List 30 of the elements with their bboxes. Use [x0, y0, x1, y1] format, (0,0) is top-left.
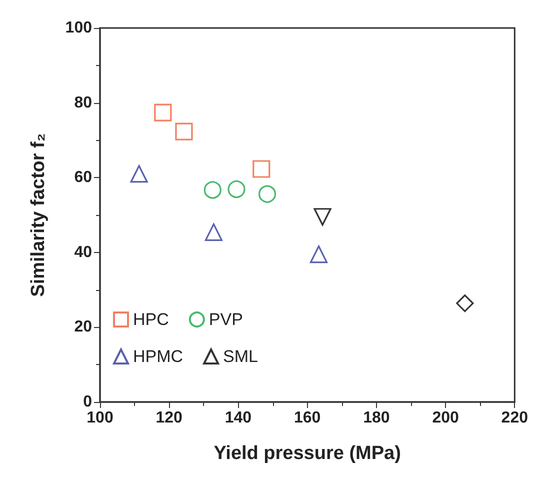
legend-label: HPC: [133, 310, 169, 329]
y-axis-title: Similarity factor f₂: [28, 133, 49, 297]
point: [314, 208, 332, 226]
legend-label: PVP: [208, 310, 243, 329]
x-tick-label: 220: [501, 410, 528, 426]
legend-label: HPMC: [133, 347, 184, 366]
point: [204, 223, 222, 242]
point: [175, 122, 193, 140]
y-tick-label: 20: [74, 318, 92, 336]
point: [310, 245, 328, 264]
y-tick-label: 0: [83, 394, 92, 410]
y-tick-label: 60: [74, 169, 92, 186]
x-tick-label: 160: [294, 410, 321, 426]
legend-label: SML: [223, 347, 258, 366]
x-axis-title: Yield pressure (MPa): [214, 443, 401, 464]
point: [154, 104, 172, 122]
point: [252, 160, 270, 178]
x-tick-label: 140: [224, 410, 252, 426]
x-tick-label: 100: [86, 410, 114, 426]
x-tick-label: 120: [156, 410, 183, 426]
x-tick-label: 200: [432, 410, 459, 426]
point: [456, 294, 474, 312]
point: [204, 181, 222, 199]
point: [130, 165, 148, 183]
y-tick-label: 100: [65, 20, 92, 36]
y-tick-label: 40: [74, 244, 92, 261]
point: [258, 185, 276, 203]
point: [228, 180, 246, 198]
x-tick-label: 180: [363, 410, 390, 426]
y-tick-label: 80: [74, 94, 92, 112]
